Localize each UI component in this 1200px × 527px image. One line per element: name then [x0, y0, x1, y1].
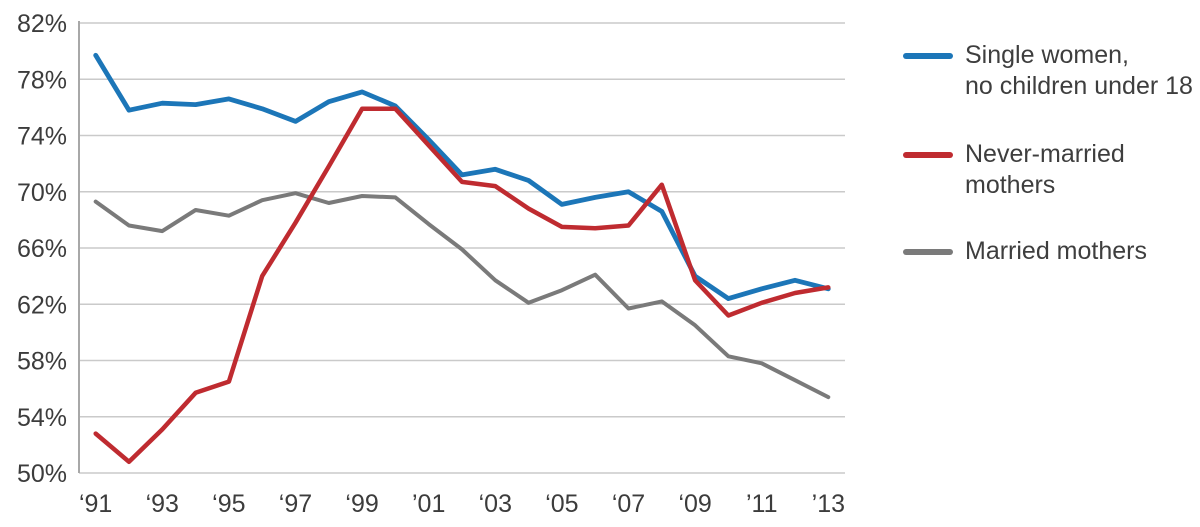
y-tick-label: 74%: [17, 123, 67, 151]
legend-swatch-married-mothers: [903, 249, 953, 255]
legend-item-single-women: Single women, no children under 18: [903, 40, 1193, 102]
legend-swatch-never-married-mothers: [903, 152, 953, 158]
x-tick-label: ‘05: [545, 490, 578, 518]
x-tick-label: ‘97: [279, 490, 312, 518]
legend-label-single-women: Single women, no children under 18: [965, 41, 1193, 100]
y-tick-label: 66%: [17, 235, 67, 263]
series-line-married-mothers: [93, 191, 831, 400]
x-tick-label: ’11: [746, 490, 778, 518]
legend-item-never-married-mothers: Never-married mothers: [903, 139, 1200, 201]
y-tick-label: 78%: [17, 66, 67, 94]
chart-legend: Single women, no children under 18 Never…: [903, 0, 1200, 527]
x-tick-label: ‘95: [212, 490, 245, 518]
legend-label-never-married-mothers: Never-married mothers: [965, 140, 1125, 199]
x-tick-label: ’13: [812, 490, 845, 518]
legend-swatch-single-women: [903, 53, 953, 59]
series-line-single-women-no-children-under-18: [93, 52, 831, 302]
legend-label-married-mothers: Married mothers: [965, 237, 1147, 265]
x-tick-label: ’01: [412, 490, 445, 518]
x-tick-label: ‘99: [345, 490, 378, 518]
y-tick-label: 50%: [17, 460, 67, 488]
x-tick-label: ‘93: [146, 490, 179, 518]
y-tick-label: 70%: [17, 179, 67, 207]
x-tick-label: ‘91: [79, 490, 112, 518]
y-tick-label: 58%: [17, 348, 67, 376]
y-tick-label: 82%: [17, 10, 67, 38]
legend-item-married-mothers: Married mothers: [903, 236, 1147, 267]
x-tick-label: ‘09: [678, 490, 711, 518]
x-tick-label: ‘07: [612, 490, 645, 518]
y-tick-label: 54%: [17, 404, 67, 432]
x-tick-label: ‘03: [479, 490, 512, 518]
series-line-never-married-mothers: [93, 106, 831, 465]
y-tick-label: 62%: [17, 291, 67, 319]
